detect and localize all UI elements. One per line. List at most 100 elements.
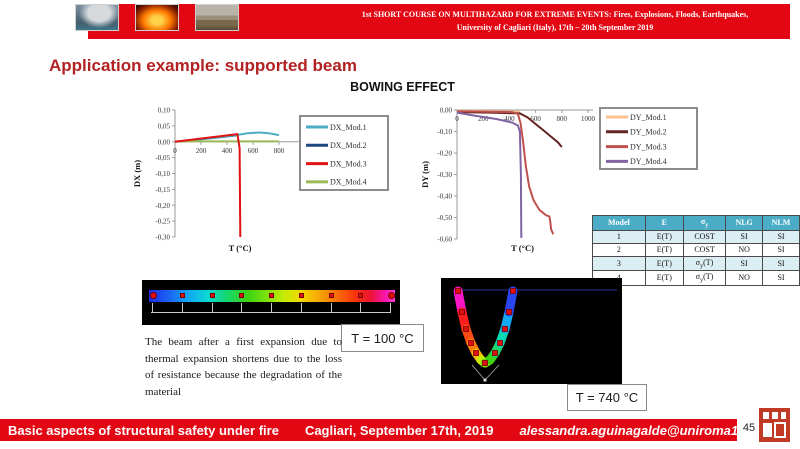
svg-text:-0,20: -0,20 <box>155 202 170 210</box>
table-cell: COST <box>682 229 727 244</box>
table-cell: COST <box>682 242 727 257</box>
beam-deformed-image-t740 <box>441 278 622 384</box>
svg-text:-0,10: -0,10 <box>155 170 170 178</box>
beam-node-marker <box>150 292 157 299</box>
svg-text:-0,50: -0,50 <box>437 214 452 222</box>
svg-text:0,05: 0,05 <box>158 122 171 130</box>
dimension-tick <box>241 303 243 312</box>
svg-text:600: 600 <box>248 147 259 155</box>
svg-text:0,00: 0,00 <box>158 138 171 146</box>
svg-text:DY_Mod.4: DY_Mod.4 <box>630 157 667 166</box>
dimension-tick <box>330 303 332 312</box>
volcanic-eruption-photo <box>75 4 119 31</box>
beam-explanation-paragraph: The beam after a first expansion due to … <box>145 336 342 398</box>
svg-text:800: 800 <box>557 115 568 123</box>
dimension-tick <box>360 303 362 312</box>
table-cell: σy(T) <box>682 270 727 286</box>
table-cell: SI <box>762 255 800 272</box>
dimension-tick <box>152 303 153 312</box>
svg-text:0,10: 0,10 <box>158 107 171 115</box>
svg-text:-0,15: -0,15 <box>155 186 170 194</box>
series-DX_Mod.3 <box>174 133 242 238</box>
red-stamp-logo <box>759 408 790 442</box>
beam-node-marker <box>179 293 185 298</box>
svg-text:T (°C): T (°C) <box>511 243 534 253</box>
section-heading: BOWING EFFECT <box>350 80 455 94</box>
beam-node-marker <box>209 293 215 298</box>
svg-text:800: 800 <box>274 147 285 155</box>
header-photos <box>75 4 239 31</box>
footer-location-date: Cagliari, September 17th, 2019 <box>304 422 494 438</box>
svg-text:-0,40: -0,40 <box>437 193 452 201</box>
svg-text:DY_Mod.3: DY_Mod.3 <box>630 142 667 151</box>
table-cell: SI <box>725 229 763 244</box>
t740-label: T = 740 °C <box>567 384 647 411</box>
dimension-tick <box>300 303 302 312</box>
flood-photo <box>195 4 239 31</box>
table-cell: E(T) <box>644 229 684 244</box>
table-row: 2 E(T) COST NO SI <box>592 242 800 257</box>
beam-node-marker <box>358 293 364 298</box>
dx-temperature-chart: 020040060080010000,100,050,00-0,05-0,10-… <box>132 107 389 253</box>
table-header-2: σy <box>682 215 727 231</box>
header-course-text: 1st SHORT COURSE ON MULTIHAZARD FOR EXTR… <box>325 5 785 38</box>
table-cell: NO <box>725 270 763 286</box>
svg-text:400: 400 <box>222 147 233 155</box>
table-cell: SI <box>762 270 800 286</box>
page-number: 45 <box>742 422 756 434</box>
table-row: 1 E(T) COST SI SI <box>592 229 800 244</box>
table-cell: SI <box>762 229 800 244</box>
svg-text:200: 200 <box>478 115 489 123</box>
svg-text:DX_Mod.1: DX_Mod.1 <box>330 123 367 132</box>
svg-text:-0,20: -0,20 <box>437 150 452 158</box>
footer-email: alessandra.aguinagalde@uniroma1.it <box>519 422 750 438</box>
svg-text:200: 200 <box>196 147 207 155</box>
beam-node-marker <box>298 293 304 298</box>
beam-node-marker <box>269 293 274 298</box>
table-header-4: NLM <box>762 215 800 231</box>
dy-temperature-chart: 0 200 400 600 800 1000 0,00 -0,10 -0,20 -0,30 -0,4… <box>420 107 698 253</box>
svg-text:1000: 1000 <box>581 115 596 123</box>
series-DY_Mod.3 <box>456 110 555 235</box>
dimension-tick <box>181 303 183 312</box>
svg-text:400: 400 <box>504 115 515 123</box>
table-cell: E(T) <box>644 242 684 257</box>
slide-title: Application example: supported beam <box>49 56 357 75</box>
table-cell: 1 <box>592 229 646 244</box>
deformed-beam-graphic <box>453 286 617 382</box>
series-DY_Mod.4 <box>456 111 523 238</box>
footer-course-title: Basic aspects of structural safety under… <box>8 422 279 438</box>
svg-text:DX_Mod.3: DX_Mod.3 <box>330 159 367 168</box>
svg-text:-0,30: -0,30 <box>155 234 170 242</box>
svg-text:DX_Mod.4: DX_Mod.4 <box>330 178 367 187</box>
table-header-0: Model <box>592 215 646 231</box>
table-cell: NO <box>725 242 763 257</box>
svg-text:DY_Mod.1: DY_Mod.1 <box>630 113 667 122</box>
footer-banner: Basic aspects of structural safety under… <box>0 419 750 441</box>
beam-thermal-image-t100 <box>142 280 400 325</box>
svg-text:DX (m): DX (m) <box>132 160 142 187</box>
table-cell: 3 <box>592 255 646 272</box>
model-table-body: 1 E(T) COST SI SI 2 E(T) COST NO SI 3 E(T) σy(T) SI SI… <box>592 229 800 286</box>
svg-text:-0,60: -0,60 <box>437 236 452 244</box>
svg-text:T (°C): T (°C) <box>229 243 252 253</box>
svg-text:0: 0 <box>455 115 459 123</box>
header-line2: University of Cagliari (Italy), 17th – 2… <box>456 22 654 32</box>
svg-text:0,00: 0,00 <box>440 107 453 115</box>
dimension-baseline <box>151 312 391 313</box>
svg-text:DX_Mod.2: DX_Mod.2 <box>330 141 367 150</box>
table-header-1: E <box>644 215 684 231</box>
table-header-3: NLG <box>725 215 763 231</box>
table-cell: 2 <box>592 242 646 257</box>
svg-text:DY (m): DY (m) <box>420 161 430 188</box>
beam-node-marker <box>388 292 395 299</box>
svg-text:DY_Mod.2: DY_Mod.2 <box>630 128 667 137</box>
t100-label: T = 100 °C <box>341 324 424 352</box>
table-cell: E(T) <box>644 270 684 286</box>
table-cell: E(T) <box>644 255 684 272</box>
svg-text:-0,10: -0,10 <box>437 128 452 136</box>
